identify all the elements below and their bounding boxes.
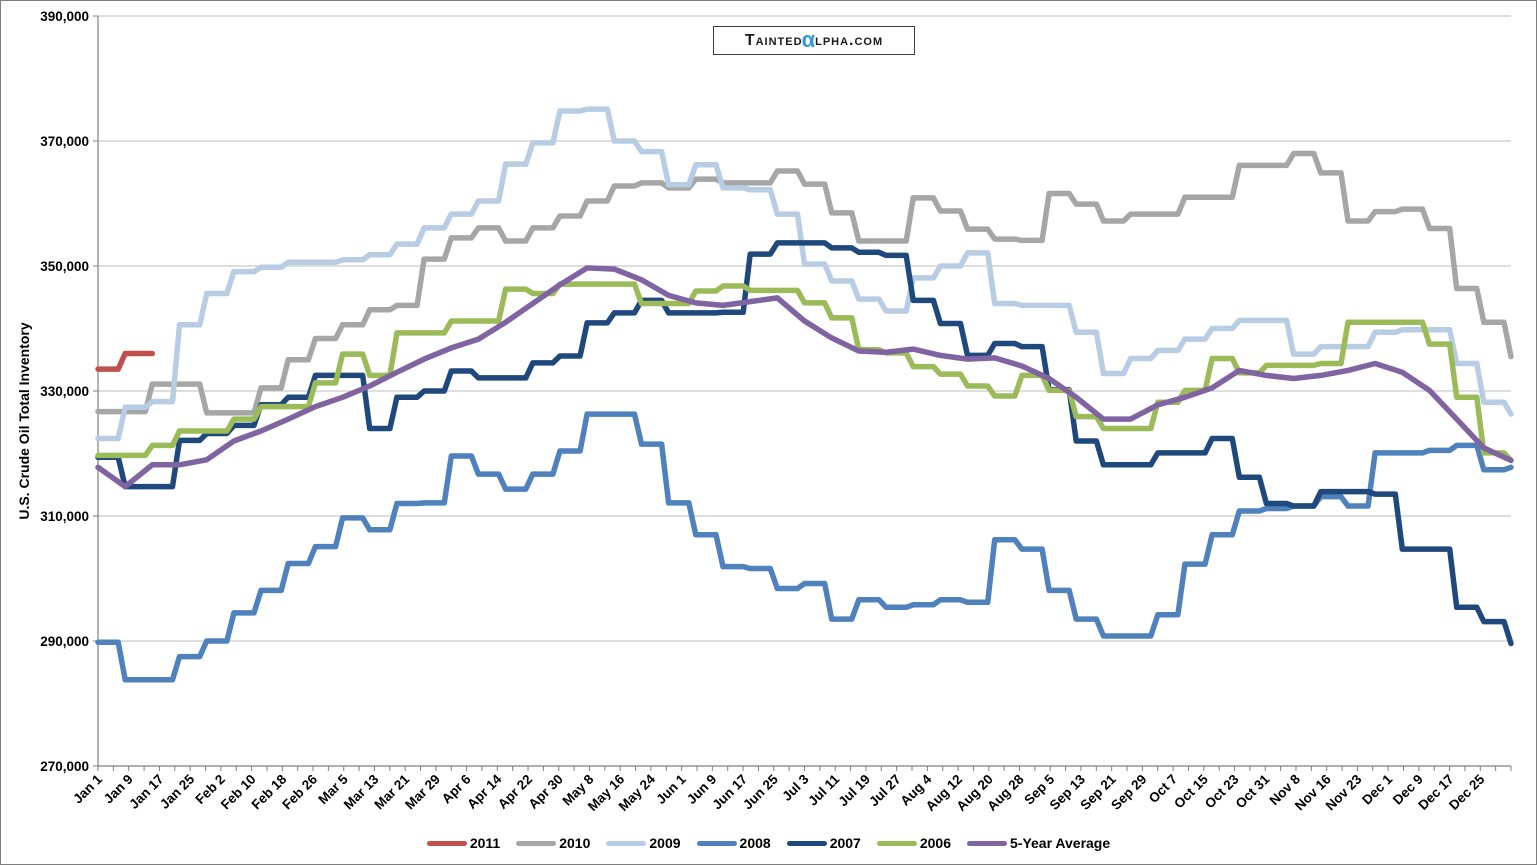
- series-line-2006: [95, 281, 1514, 464]
- legend-item-2010: 2010: [516, 835, 590, 851]
- legend-label: 2007: [829, 835, 861, 851]
- taintedalpha-logo: Tainted α lpha.com: [713, 26, 915, 55]
- legend-item-5-year-average: 5-Year Average: [967, 835, 1110, 851]
- svg-text:Jul 11: Jul 11: [805, 771, 842, 808]
- legend-swatch: [967, 840, 1007, 846]
- svg-text:370,000: 370,000: [40, 134, 89, 149]
- series-line-2009: [95, 106, 1514, 442]
- svg-text:U.S. Crude Oil Total Inventory: U.S. Crude Oil Total Inventory: [16, 322, 32, 520]
- svg-text:310,000: 310,000: [40, 509, 89, 524]
- logo-text-pre: Tainted: [744, 31, 803, 49]
- legend-label: 2009: [649, 835, 681, 851]
- legend-item-2011: 2011: [426, 835, 501, 851]
- series-line-2010: [95, 150, 1514, 416]
- legend-label: 2006: [919, 835, 951, 851]
- legend-swatch: [876, 840, 917, 846]
- svg-text:Jun 1: Jun 1: [653, 771, 689, 807]
- svg-text:Dec 25: Dec 25: [1446, 771, 1488, 813]
- legend-label: 2011: [469, 835, 501, 851]
- svg-text:290,000: 290,000: [40, 634, 89, 649]
- svg-text:Dec 1: Dec 1: [1359, 771, 1395, 807]
- svg-text:350,000: 350,000: [40, 259, 89, 274]
- legend-label: 5-Year Average: [1010, 835, 1111, 851]
- legend-label: 2010: [559, 835, 591, 851]
- chart-legend: 2011 2010 2009 2008 2007 2006 5-Year Average: [1, 831, 1536, 855]
- svg-text:Jan 1: Jan 1: [70, 771, 105, 806]
- series-line-2011: [95, 350, 156, 372]
- logo-alpha-glyph: α: [801, 26, 817, 52]
- legend-item-2006: 2006: [876, 835, 951, 851]
- legend-swatch: [696, 840, 737, 846]
- svg-text:330,000: 330,000: [40, 384, 89, 399]
- svg-text:Jul 19: Jul 19: [835, 772, 873, 810]
- svg-text:270,000: 270,000: [40, 759, 89, 774]
- legend-item-2007: 2007: [786, 835, 861, 851]
- legend-swatch: [426, 840, 467, 846]
- legend-swatch: [516, 840, 557, 846]
- series-line-2008: [95, 411, 1514, 683]
- legend-item-2008: 2008: [696, 835, 771, 851]
- svg-text:Jan 25: Jan 25: [157, 771, 198, 812]
- svg-text:Oct 31: Oct 31: [1233, 771, 1273, 811]
- series-line-5-year-average: [95, 265, 1514, 490]
- svg-text:Apr 30: Apr 30: [526, 772, 566, 812]
- svg-text:Feb 26: Feb 26: [279, 771, 320, 812]
- legend-swatch: [786, 840, 827, 846]
- svg-text:Mar 29: Mar 29: [402, 772, 443, 813]
- svg-text:Jul 27: Jul 27: [866, 772, 904, 810]
- svg-text:Jun 25: Jun 25: [740, 771, 781, 812]
- logo-text-post: lpha.com: [815, 31, 884, 49]
- legend-label: 2008: [739, 835, 771, 851]
- legend-item-2009: 2009: [606, 835, 681, 851]
- svg-text:390,000: 390,000: [40, 9, 89, 24]
- legend-swatch: [606, 840, 647, 846]
